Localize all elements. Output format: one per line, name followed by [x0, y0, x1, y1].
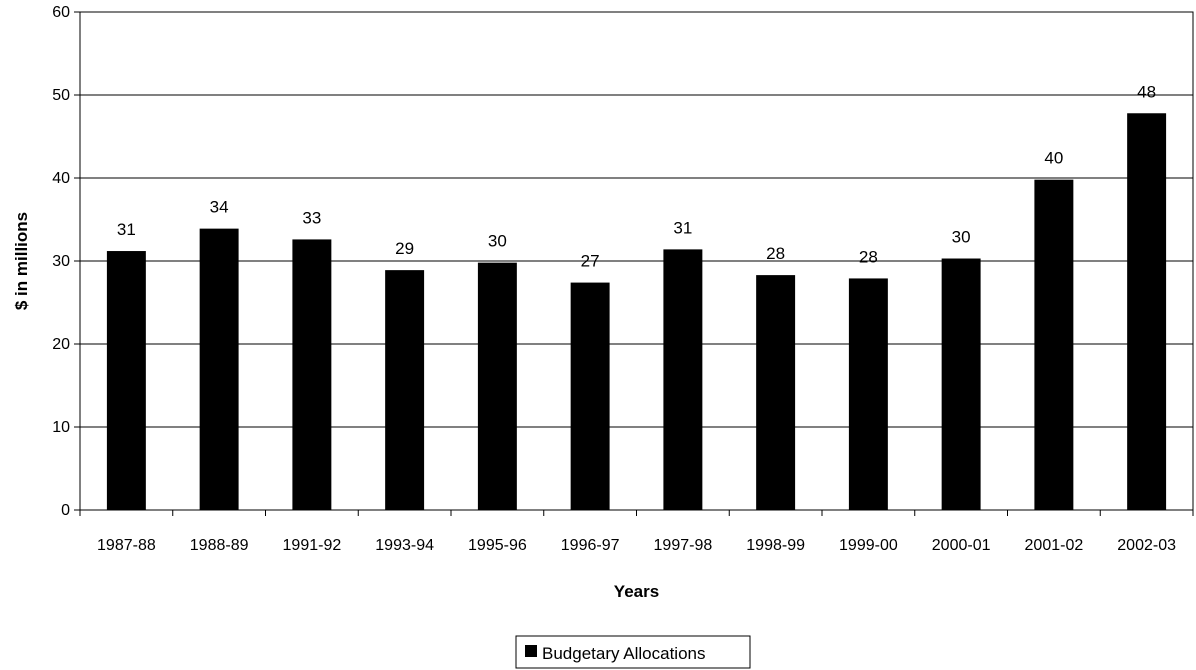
bar: [292, 239, 332, 511]
data-label: 40: [1044, 149, 1063, 168]
bar: [570, 282, 610, 510]
data-label: 27: [581, 252, 600, 271]
data-label: 31: [117, 220, 136, 239]
data-label: 30: [952, 228, 971, 247]
x-tick-label: 1988-89: [190, 537, 249, 554]
x-tick-label: 1996-97: [561, 537, 620, 554]
axes: [74, 11, 1194, 516]
data-label: 48: [1137, 82, 1156, 101]
bar: [663, 249, 703, 510]
legend: Budgetary Allocations: [515, 635, 751, 669]
data-label: 31: [673, 218, 692, 237]
y-axis-title: $ in millions: [12, 212, 31, 310]
x-tick-label: 1993-94: [375, 537, 434, 554]
y-tick-label: 50: [52, 87, 70, 104]
y-tick-label: 60: [52, 4, 70, 21]
x-tick-label: 2002-03: [1117, 537, 1176, 554]
bar: [477, 262, 517, 510]
x-tick-label: 1998-99: [746, 537, 805, 554]
x-tick-label: 1991-92: [283, 537, 342, 554]
bar: [385, 270, 425, 510]
y-tick-label: 0: [61, 502, 70, 519]
data-label: 29: [395, 239, 414, 258]
bar: [106, 251, 146, 511]
bar: [1034, 179, 1074, 510]
bar: [756, 275, 796, 510]
bar: [199, 228, 239, 510]
x-tick-label: 1995-96: [468, 537, 527, 554]
bar: [941, 258, 981, 510]
legend-box: [515, 635, 751, 669]
bar: [1127, 113, 1167, 510]
y-tick-label: 30: [52, 253, 70, 270]
legend-swatch: [525, 645, 537, 657]
legend-label: Budgetary Allocations: [542, 644, 706, 663]
bar: [848, 278, 888, 510]
x-tick-label: 1999-00: [839, 537, 898, 554]
bars: [106, 113, 1167, 511]
x-tick-label: 1997-98: [654, 537, 713, 554]
x-tick-label: 2000-01: [932, 537, 991, 554]
x-axis-title: Years: [614, 582, 659, 601]
y-tick-label: 20: [52, 336, 70, 353]
y-tick-label: 40: [52, 170, 70, 187]
data-label: 28: [766, 244, 785, 263]
data-label: 28: [859, 247, 878, 266]
gridlines: [80, 11, 1193, 428]
labels: 0 10 20 30 40 50 60 31 1987-88 34 1988-89 33 1991-92…: [52, 4, 1176, 554]
data-label: 30: [488, 232, 507, 251]
data-label: 34: [210, 198, 229, 217]
x-tick-label: 1987-88: [97, 537, 156, 554]
data-label: 33: [302, 208, 321, 227]
y-tick-label: 10: [52, 419, 70, 436]
x-tick-label: 2001-02: [1025, 537, 1084, 554]
